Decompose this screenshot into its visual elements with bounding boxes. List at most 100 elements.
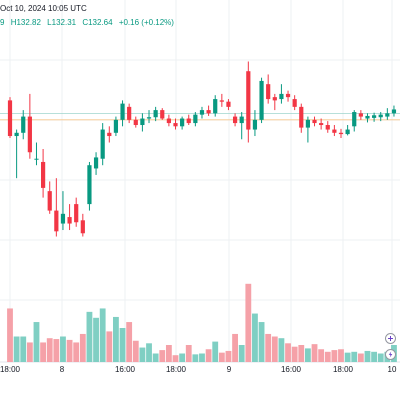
candle-body: [160, 110, 165, 119]
candle-body: [199, 110, 205, 115]
candle-body: [166, 118, 171, 124]
volume-bar: [185, 345, 192, 362]
candle-body: [67, 217, 72, 224]
high-value: H132.82: [10, 18, 41, 27]
candle-body: [80, 220, 85, 234]
candle-body: [312, 119, 317, 124]
volume-bar: [99, 308, 106, 362]
candle-body: [345, 129, 350, 135]
volume-bar: [79, 333, 86, 362]
candle-body: [127, 106, 132, 120]
volume-bar: [93, 317, 99, 362]
candle-body: [153, 110, 158, 118]
candle-body: [239, 116, 244, 124]
candle-body: [325, 125, 330, 130]
candle-body: [226, 101, 231, 107]
candle-body: [358, 113, 363, 117]
candle-body: [372, 115, 377, 118]
volume-bar: [26, 342, 33, 362]
volume-bar: [278, 338, 285, 362]
volume-bar: [291, 346, 298, 362]
candle-body: [180, 118, 185, 127]
volume-bar: [159, 350, 166, 362]
candle-body: [332, 129, 337, 133]
candle-body: [14, 132, 19, 137]
volume-bar: [53, 339, 60, 362]
volume-bar: [119, 328, 126, 362]
candle-body: [285, 93, 291, 98]
volume-bar: [40, 342, 47, 362]
candle-body: [47, 191, 52, 211]
volume-bar: [86, 311, 93, 362]
candle-body: [213, 99, 218, 114]
candle-body: [279, 93, 284, 100]
candle-body: [100, 129, 105, 159]
volume-bar: [152, 353, 159, 362]
time-tick-label: 18:00: [332, 365, 354, 374]
candle-body: [186, 118, 191, 124]
close-value: C132.64: [82, 18, 113, 27]
candle-body: [272, 97, 277, 101]
low-value: L132.31: [47, 18, 77, 27]
volume-bar: [371, 351, 378, 362]
add-indicator-button[interactable]: [385, 333, 396, 344]
volume-bar: [7, 308, 13, 362]
candle-body: [140, 118, 145, 126]
volume-bar: [225, 350, 232, 362]
volume-bar: [192, 354, 199, 362]
candle-body: [206, 110, 211, 114]
candle-body: [365, 115, 370, 119]
volume-bar: [377, 353, 384, 362]
volume-bars: [7, 283, 397, 362]
candle-body: [246, 71, 251, 130]
candle-body: [338, 132, 344, 135]
volume-bar: [146, 343, 152, 362]
candle-body: [266, 84, 271, 100]
candle-body: [93, 157, 99, 169]
candle-body: [107, 132, 112, 137]
volume-bar: [132, 340, 139, 362]
volume-bar: [364, 350, 371, 362]
volume-bar: [252, 313, 258, 362]
time-tick-label: 9: [226, 365, 232, 374]
candle-body: [146, 117, 152, 119]
volume-bar: [298, 345, 305, 362]
volume-bar: [46, 338, 53, 362]
volume-bar: [212, 341, 219, 362]
candle-body: [219, 100, 224, 102]
candle-body: [34, 158, 39, 160]
volume-bar: [238, 345, 245, 362]
lightning-button[interactable]: [385, 349, 396, 360]
volume-bar: [179, 353, 186, 362]
volume-bar: [20, 336, 27, 362]
candle-body: [319, 123, 324, 126]
time-tick-label: 10: [387, 365, 397, 374]
volume-bar: [318, 349, 325, 362]
time-tick-label: 8: [59, 365, 65, 374]
plus-circle-icon: [388, 336, 393, 341]
time-tick-label: 16:00: [280, 365, 302, 374]
candles: [7, 61, 397, 237]
volume-bar: [113, 316, 119, 362]
volume-bar: [73, 342, 80, 362]
candle-body: [292, 99, 297, 107]
volume-bar: [265, 333, 272, 362]
volume-bar: [205, 349, 212, 362]
volume-bar: [258, 322, 265, 362]
volume-bar: [311, 344, 318, 362]
volume-bar: [324, 351, 331, 362]
candle-body: [232, 116, 238, 124]
volume-bar: [33, 322, 40, 362]
volume-bar: [245, 283, 252, 362]
datetime-label: Oct 10, 2024 10:05 UTC: [0, 4, 87, 13]
candle-body: [120, 103, 125, 120]
volume-bar: [271, 336, 278, 362]
chart-grid: [0, 0, 400, 363]
candle-body: [259, 80, 264, 120]
volume-bar: [126, 322, 133, 362]
candle-body: [60, 213, 66, 224]
volume-bar: [357, 353, 364, 362]
volume-bar: [304, 348, 311, 362]
candle-body: [305, 119, 310, 128]
